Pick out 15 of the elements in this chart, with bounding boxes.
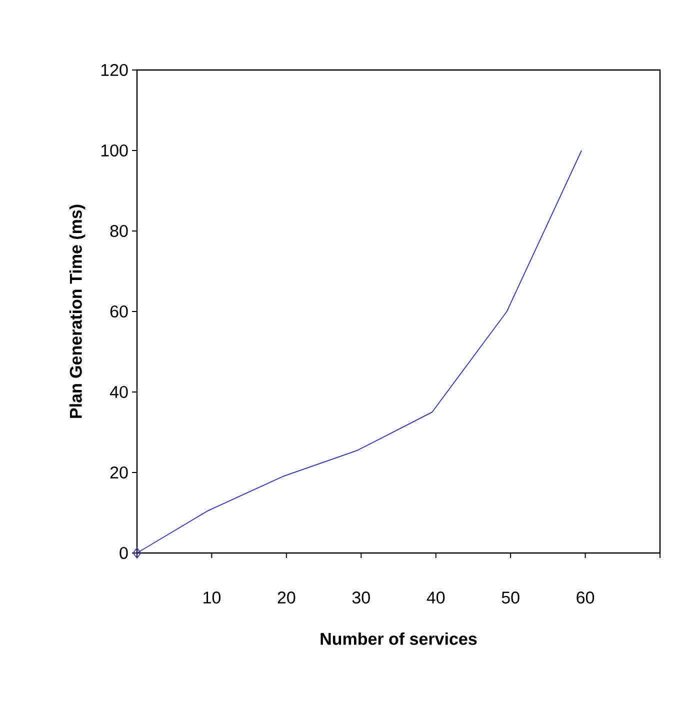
x-tick-label: 10: [204, 592, 221, 604]
x-tick-label: 50: [502, 592, 520, 604]
y-tick-label: 40: [110, 386, 128, 398]
y-axis-title: Plan Generation Time (ms): [69, 204, 86, 418]
y-tick-label: 0: [120, 546, 128, 560]
y-tick-label: 60: [110, 305, 128, 318]
x-tick-label: 60: [576, 592, 594, 604]
y-tick-label: 100: [101, 144, 128, 157]
x-tick-label: 30: [352, 592, 370, 604]
x-axis-title: Number of services: [320, 632, 477, 645]
y-tick-label: 80: [110, 224, 128, 238]
y-tick-label: 20: [110, 466, 128, 479]
x-tick-label: 40: [426, 592, 445, 604]
x-tick-label: 20: [278, 592, 296, 604]
y-tick-label: 120: [101, 64, 128, 76]
